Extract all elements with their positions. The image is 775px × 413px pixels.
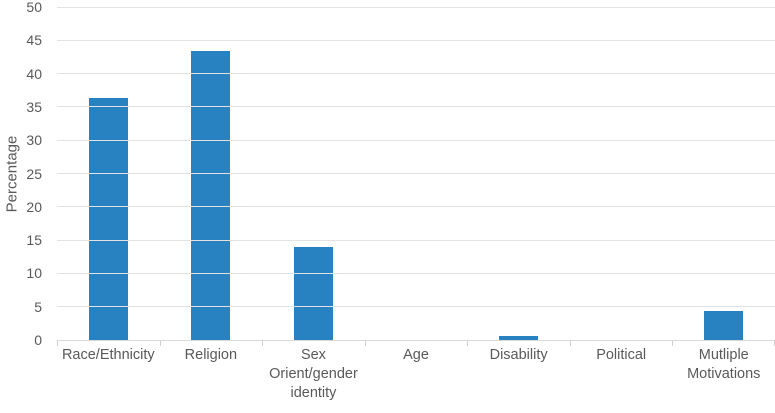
gridline bbox=[57, 6, 775, 8]
y-tick-label: 50 bbox=[26, 0, 42, 15]
x-category-label: Race/Ethnicity bbox=[61, 347, 155, 363]
x-category-label: Sex Orient/gender identity bbox=[269, 347, 358, 401]
x-axis-category-labels: Race/Ethnicity Religion Sex Orient/gender … bbox=[57, 346, 775, 403]
x-axis-tick-mark bbox=[569, 341, 571, 346]
x-category-label: Disability bbox=[489, 347, 548, 363]
gridline bbox=[57, 106, 775, 108]
bar-mutliple-motivations bbox=[704, 311, 744, 340]
y-tick-label: 0 bbox=[34, 332, 42, 348]
plot-area bbox=[57, 6, 775, 341]
x-category-label: Religion bbox=[184, 347, 238, 363]
bar-religion bbox=[191, 50, 231, 340]
y-tick-label: 20 bbox=[26, 198, 42, 215]
x-axis-tick-mark bbox=[467, 341, 469, 346]
y-tick-label: 30 bbox=[26, 132, 42, 149]
gridline bbox=[57, 272, 775, 274]
y-tick-label: 10 bbox=[26, 265, 42, 282]
gridline bbox=[57, 39, 775, 41]
x-axis-tick-mark bbox=[364, 341, 366, 346]
gridline bbox=[57, 239, 775, 241]
x-axis-tick-mark bbox=[262, 341, 264, 346]
bar-slot bbox=[262, 7, 365, 340]
bar-slot bbox=[160, 7, 263, 340]
bar-slot bbox=[57, 7, 160, 340]
y-tick-label: 25 bbox=[26, 165, 42, 182]
y-tick-label: 5 bbox=[34, 298, 42, 315]
gridline bbox=[57, 139, 775, 141]
x-axis-tick-mark bbox=[159, 341, 161, 346]
y-tick-label: 45 bbox=[26, 32, 42, 49]
x-category-label: Political bbox=[596, 347, 647, 363]
gridline bbox=[57, 306, 775, 308]
bar-slot bbox=[467, 7, 570, 340]
y-tick-label: 35 bbox=[26, 98, 42, 115]
bar-sex-orient-gender-identity bbox=[293, 246, 333, 340]
y-axis-tick-labels: 0 5 10 15 20 25 30 35 40 45 50 bbox=[0, 0, 42, 413]
y-tick-label: 40 bbox=[26, 65, 42, 82]
gridline bbox=[57, 173, 775, 174]
bar-slot bbox=[672, 7, 775, 340]
x-category-label: Mutliple Motivations bbox=[687, 347, 761, 382]
gridline bbox=[57, 73, 775, 75]
x-axis-tick-mark bbox=[57, 341, 58, 346]
bar-disability bbox=[499, 336, 539, 340]
bars-row bbox=[57, 7, 775, 340]
gridline bbox=[57, 206, 775, 208]
y-tick-label: 15 bbox=[26, 232, 42, 249]
x-category-label: Age bbox=[403, 347, 429, 363]
x-axis-tick-mark bbox=[672, 341, 674, 346]
bar-race-ethnicity bbox=[88, 98, 128, 340]
